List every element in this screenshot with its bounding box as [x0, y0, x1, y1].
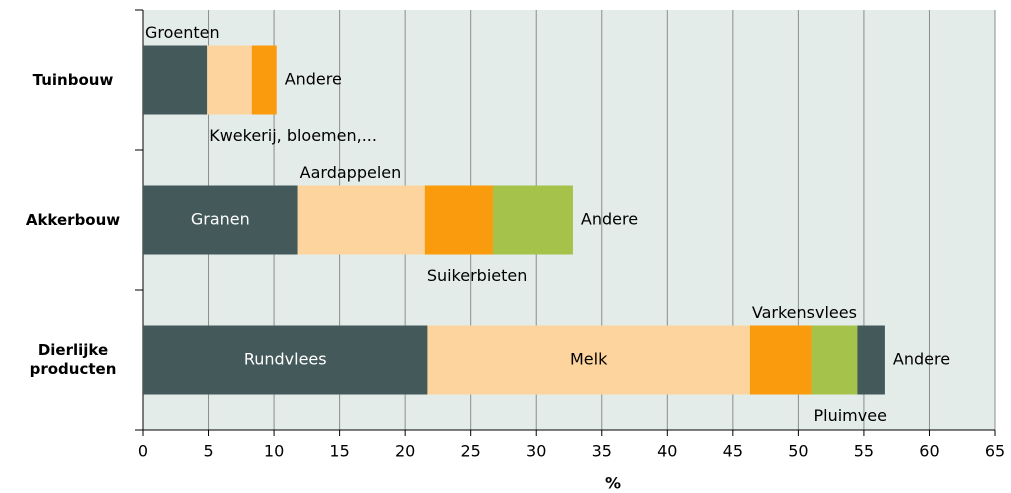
- segment-label: Melk: [570, 350, 608, 369]
- x-tick-label: 55: [854, 442, 874, 461]
- x-tick-label: 35: [592, 442, 612, 461]
- x-tick-label: 0: [138, 442, 148, 461]
- bar-segment: [297, 185, 425, 255]
- bar-segment: [143, 325, 428, 395]
- bar-segment: [207, 45, 252, 115]
- bar-segment: [857, 325, 885, 395]
- bar-segment: [143, 185, 298, 255]
- bar-segment: [811, 325, 858, 395]
- segment-label: Kwekerij, bloemen,...: [209, 126, 377, 145]
- category-label-text: Tuinbouw: [32, 70, 114, 89]
- bar-segment: [427, 325, 750, 395]
- segment-label: Varkensvlees: [752, 303, 857, 322]
- x-tick-label: 5: [203, 442, 213, 461]
- category-label-text: Akkerbouw: [25, 210, 121, 229]
- bar-segment: [251, 45, 277, 115]
- segment-label: Andere: [581, 210, 638, 229]
- segment-label: Suikerbieten: [427, 266, 528, 285]
- category-label: Dierlijke producten: [29, 341, 117, 378]
- category-label-text: Dierlijke producten: [29, 341, 117, 378]
- bar-segment: [424, 185, 493, 255]
- segment-label: Granen: [191, 210, 250, 229]
- segment-label: Aardappelen: [300, 163, 402, 182]
- x-tick-label: 50: [788, 442, 808, 461]
- bar-segment: [492, 185, 573, 255]
- x-tick-label: 60: [919, 442, 939, 461]
- x-tick-label: 15: [329, 442, 349, 461]
- segment-label: Rundvlees: [244, 350, 327, 369]
- x-tick-label: 10: [264, 442, 284, 461]
- x-tick-label: 45: [723, 442, 743, 461]
- category-label: Tuinbouw: [32, 70, 114, 89]
- segment-label: Pluimvee: [813, 406, 886, 425]
- segment-label: Andere: [285, 70, 342, 89]
- x-tick-label: 25: [461, 442, 481, 461]
- x-tick-label: 30: [526, 442, 546, 461]
- bar-segment: [143, 45, 208, 115]
- x-tick-label: 65: [985, 442, 1005, 461]
- bar-segment: [749, 325, 812, 395]
- x-tick-label: 20: [395, 442, 415, 461]
- x-tick-label: 40: [657, 442, 677, 461]
- x-axis-label: %: [605, 474, 621, 493]
- segment-label: Andere: [893, 350, 950, 369]
- segment-label: Groenten: [145, 23, 220, 42]
- category-label: Akkerbouw: [25, 210, 121, 229]
